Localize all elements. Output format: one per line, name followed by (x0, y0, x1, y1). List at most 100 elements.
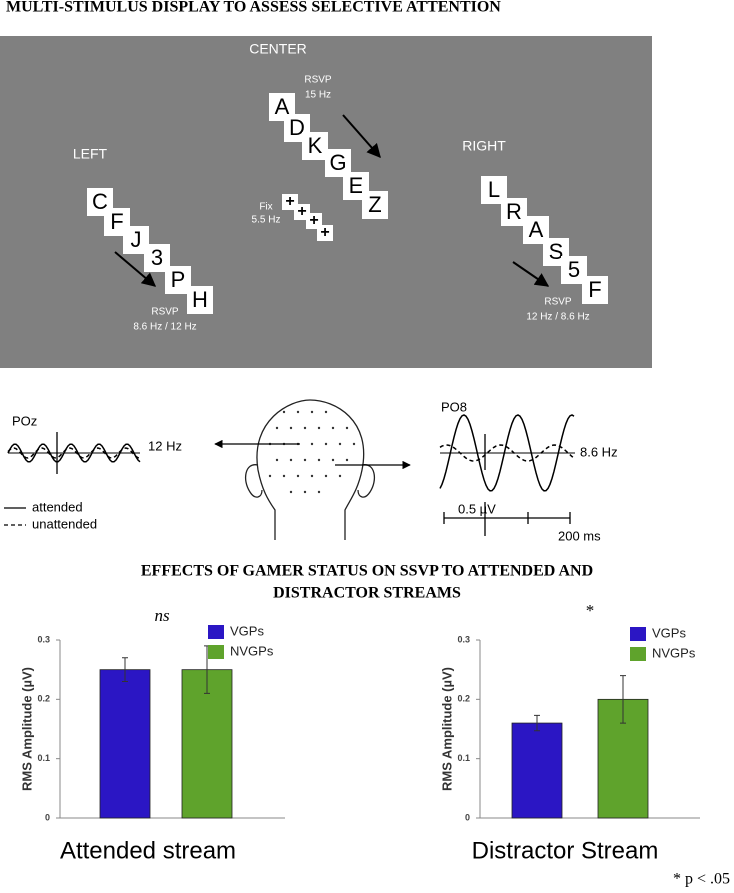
letter-box (501, 198, 527, 226)
footnote: * p < .05 (673, 871, 730, 888)
rate-label: 15 Hz (305, 90, 331, 101)
electrode (331, 426, 335, 430)
stream-label: LEFT (73, 146, 108, 162)
electrode (324, 474, 328, 478)
arrow (342, 114, 381, 159)
letter: F (588, 277, 601, 302)
annotation: ns (154, 606, 170, 625)
electrode (352, 442, 356, 446)
y-tick-label: 0.2 (37, 694, 50, 704)
fixation: + (297, 203, 306, 220)
bar (181, 669, 233, 819)
section-title: EFFECTS OF GAMER STATUS ON SSVP TO ATTEN… (141, 563, 593, 580)
frequency-label: 8.6 Hz (580, 444, 618, 459)
x-axis-label: Distractor Stream (472, 837, 659, 864)
electrode (296, 474, 300, 478)
letter: F (110, 209, 123, 234)
error-bar (620, 675, 626, 724)
rate-label: RSVP (151, 307, 179, 318)
x-axis-label: Attended stream (60, 837, 236, 864)
letter-box (165, 266, 191, 294)
electrode (268, 474, 272, 478)
electrode (310, 474, 314, 478)
letter-box (187, 286, 213, 314)
waveform (439, 444, 575, 462)
legend-swatch (208, 625, 224, 639)
rate-label: 5.5 Hz (252, 215, 281, 226)
y-axis-label: RMS Amplitude (µV) (19, 667, 34, 791)
waveforms (7, 414, 575, 492)
electrode (345, 458, 349, 462)
annotation: * (586, 601, 595, 620)
electrode (345, 426, 349, 430)
electrode (324, 410, 328, 414)
legend-label: unattended (32, 516, 97, 531)
electrode (338, 442, 342, 446)
fixation-box (317, 225, 333, 241)
section-title: DISTRACTOR STREAMS (273, 585, 461, 602)
letter: J (131, 227, 142, 252)
legend-label: VGPs (230, 623, 264, 638)
y-tick-label: 0.1 (457, 753, 470, 763)
legend-label: NVGPs (230, 643, 274, 658)
channel-label: PO8 (441, 399, 467, 414)
fixation: + (320, 224, 329, 241)
letter: E (349, 173, 364, 198)
rate-label: Fix (259, 202, 272, 213)
letter: G (329, 150, 346, 175)
rate-label: 12 Hz / 8.6 Hz (526, 312, 589, 323)
fixation: + (309, 212, 318, 229)
electrode (289, 458, 293, 462)
electrode (303, 426, 307, 430)
rate-label: RSVP (304, 75, 332, 86)
y-tick-label: 0.1 (37, 753, 50, 763)
channel-label: POz (12, 413, 37, 428)
scale-label: 0.5 µV (458, 501, 496, 516)
electrode (303, 458, 307, 462)
fixation: + (285, 193, 294, 210)
letter: H (192, 287, 208, 312)
letter: P (171, 267, 186, 292)
letter: R (506, 199, 522, 224)
letter: L (488, 177, 500, 202)
arrow (114, 251, 157, 287)
electrodes (268, 410, 356, 494)
electrode (324, 442, 328, 446)
letter-box (362, 191, 388, 219)
bar (99, 669, 151, 819)
letter: Z (368, 192, 381, 217)
y-axis-label: RMS Amplitude (µV) (439, 667, 454, 791)
arrow (512, 261, 550, 287)
letter: S (549, 239, 564, 264)
letter: C (92, 189, 108, 214)
letter-box (582, 276, 608, 304)
letter: A (275, 94, 290, 119)
figure-title: MULTI-STIMULUS DISPLAY TO ASSESS SELECTI… (6, 0, 501, 16)
stream-label: RIGHT (462, 138, 506, 154)
y-tick-label: 0.3 (457, 634, 470, 644)
error-bar (122, 657, 128, 683)
rate-label: RSVP (544, 297, 572, 308)
letter-box (302, 132, 328, 160)
electrode (303, 490, 307, 494)
bar (511, 722, 563, 819)
letter: 5 (568, 257, 580, 282)
waveform (439, 414, 575, 492)
y-tick-label: 0.3 (37, 634, 50, 644)
legend-swatch (630, 647, 646, 661)
electrode (317, 490, 321, 494)
letter: K (308, 133, 323, 158)
legend-swatch (630, 627, 646, 641)
head (244, 399, 376, 540)
electrode (275, 426, 279, 430)
electrode (289, 426, 293, 430)
electrode (275, 458, 279, 462)
electrode (282, 410, 286, 414)
electrode (282, 474, 286, 478)
frequency-label: 12 Hz (148, 438, 182, 453)
rate-label: 8.6 Hz / 12 Hz (133, 322, 196, 333)
electrode (310, 442, 314, 446)
electrode (338, 474, 342, 478)
